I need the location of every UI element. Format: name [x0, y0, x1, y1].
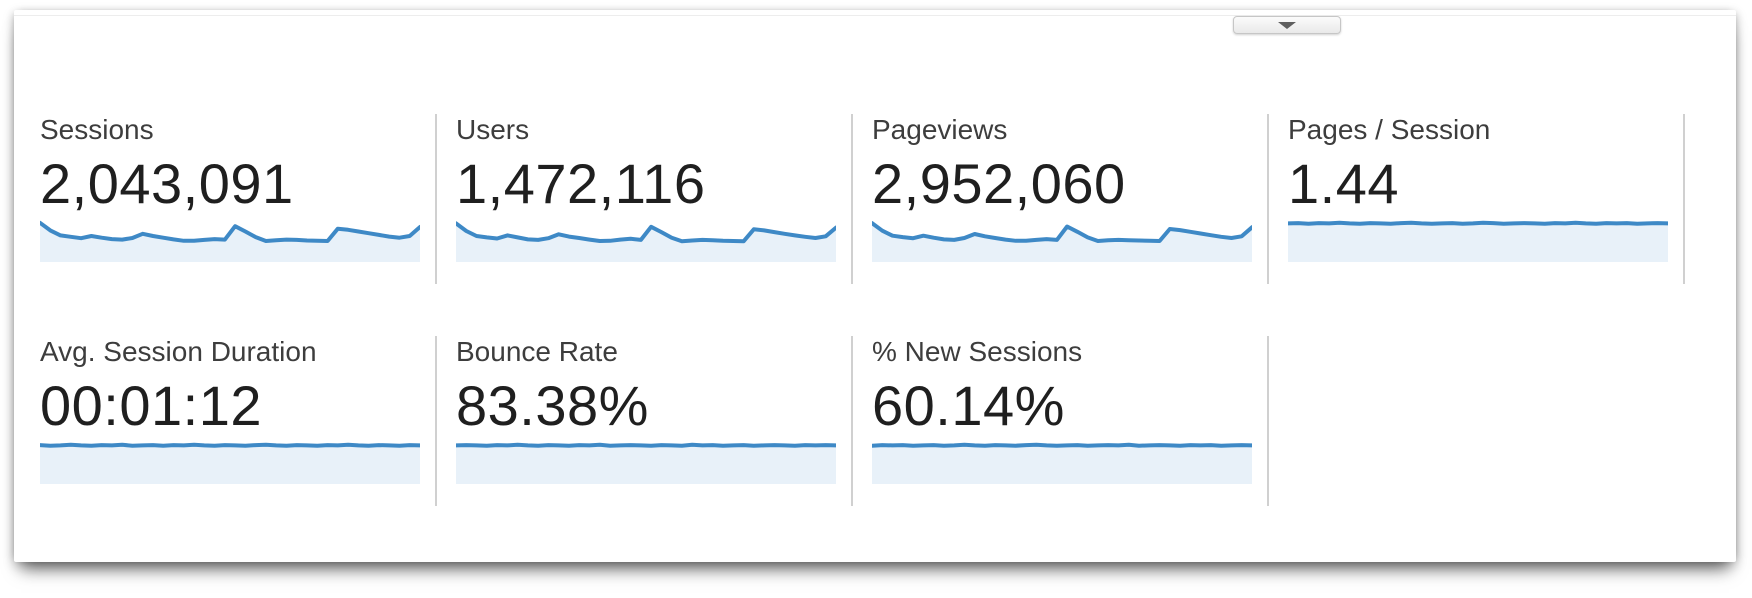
metric-card-bounce-rate: Bounce Rate 83.38% — [437, 336, 853, 506]
sparkline-chart — [872, 220, 1252, 262]
metric-label: Pageviews — [872, 114, 1008, 145]
metric-card-new-sessions: % New Sessions 60.14% — [853, 336, 1269, 506]
metric-card-pages-per-session: Pages / Session 1.44 — [1269, 114, 1685, 284]
metric-label: Bounce Rate — [456, 336, 618, 367]
metric-label: Users — [456, 114, 530, 145]
sparkline-chart — [40, 220, 420, 262]
metric-row-1: Sessions 2,043,091 Users 1,472,116 Pagev… — [21, 114, 1685, 284]
sparkline-chart — [456, 220, 836, 262]
metric-label: Pages / Session — [1288, 114, 1491, 145]
metric-value: 2,043,091 — [40, 152, 294, 215]
metric-label: % New Sessions — [872, 336, 1083, 367]
metric-label: Avg. Session Duration — [40, 336, 317, 367]
collapse-panel-button[interactable] — [1233, 16, 1341, 34]
metric-value: 00:01:12 — [40, 374, 262, 437]
metric-row-2: Avg. Session Duration 00:01:12 Bounce Ra… — [21, 336, 1685, 506]
panel-top-border — [14, 15, 1736, 16]
metric-card-sessions: Sessions 2,043,091 — [21, 114, 437, 284]
sparkline-chart — [872, 442, 1252, 484]
metric-label: Sessions — [40, 114, 154, 145]
sparkline-chart — [40, 442, 420, 484]
sparkline-chart — [456, 442, 836, 484]
metric-value: 2,952,060 — [872, 152, 1126, 215]
metric-card-avg-session-duration: Avg. Session Duration 00:01:12 — [21, 336, 437, 506]
metric-value: 60.14% — [872, 374, 1065, 437]
metric-value: 1.44 — [1288, 152, 1399, 215]
triangle-down-icon — [1278, 21, 1296, 29]
metrics-panel: Sessions 2,043,091 Users 1,472,116 Pagev… — [14, 10, 1736, 562]
metric-card-pageviews: Pageviews 2,952,060 — [853, 114, 1269, 284]
empty-cell — [1269, 336, 1685, 506]
metric-value: 1,472,116 — [456, 152, 706, 215]
metric-card-users: Users 1,472,116 — [437, 114, 853, 284]
metric-value: 83.38% — [456, 374, 649, 437]
sparkline-chart — [1288, 220, 1668, 262]
